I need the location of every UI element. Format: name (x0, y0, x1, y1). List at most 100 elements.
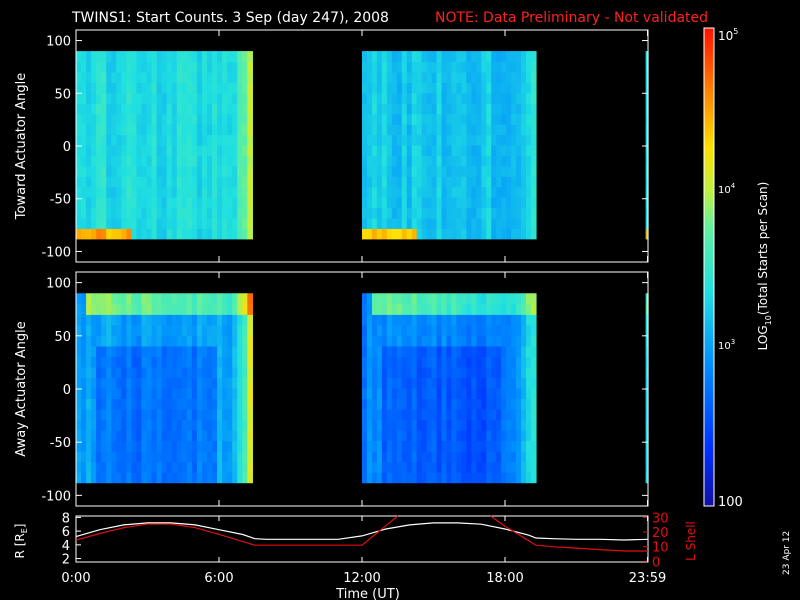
heatmap-cell (156, 71, 163, 83)
heatmap-cell (171, 217, 178, 229)
heatmap-cell (116, 461, 122, 473)
heatmap-cell (426, 186, 433, 198)
heatmap-cell (131, 335, 138, 347)
heatmap-cell (461, 408, 467, 421)
heatmap-cell (242, 398, 248, 410)
heatmap-cell (481, 217, 487, 229)
heatmap-cell (486, 335, 492, 347)
heatmap-cell (237, 155, 243, 167)
heatmap-cell (141, 387, 148, 400)
heatmap-cell (131, 398, 138, 410)
heatmap-cell (516, 155, 522, 167)
heatmap-cell (217, 134, 223, 146)
heatmap-cell (486, 293, 492, 305)
heatmap-cell (232, 440, 238, 452)
heatmap-cell (237, 419, 243, 431)
heatmap-cell (645, 419, 648, 431)
heatmap-cell (486, 92, 492, 104)
heatmap-cell (411, 314, 418, 326)
heatmap-cell (191, 228, 198, 240)
y-tick-label: 0 (63, 383, 71, 398)
heatmap-cell (381, 314, 388, 326)
heatmap-cell (131, 472, 138, 484)
heatmap-cell (406, 335, 413, 347)
heatmap-cell (237, 387, 243, 400)
heatmap-cell (446, 293, 453, 305)
heatmap-cell (511, 440, 517, 452)
heatmap-cell (141, 103, 148, 115)
heatmap-cell (362, 124, 368, 136)
heatmap-cell (201, 440, 208, 452)
heatmap-cell (161, 451, 168, 463)
heatmap-cell (136, 387, 143, 400)
heatmap-cell (526, 92, 532, 104)
heatmap-cell (181, 430, 188, 442)
heatmap-cell (366, 113, 373, 125)
heatmap-cell (212, 155, 218, 167)
heatmap-cell (121, 176, 127, 188)
heatmap-cell (212, 103, 218, 115)
heatmap-cell (491, 61, 497, 73)
heatmap-cell (386, 293, 393, 305)
heatmap-cell (496, 144, 502, 156)
heatmap-cell (81, 92, 87, 104)
heatmap-cell (166, 61, 173, 73)
heatmap-cell (421, 197, 428, 209)
heatmap-cell (166, 377, 173, 389)
heatmap-cell (217, 217, 223, 229)
heatmap-cell (516, 324, 522, 336)
heatmap-cell (366, 451, 373, 463)
heatmap-cell (131, 71, 138, 83)
heatmap-cell (242, 430, 248, 442)
heatmap-cell (91, 324, 97, 336)
heatmap-cell (451, 176, 458, 188)
heatmap-cell (451, 155, 458, 167)
heatmap-cell (466, 387, 472, 400)
heatmap-cell (451, 356, 458, 368)
heatmap-cell (166, 451, 173, 463)
heatmap-cell (511, 366, 517, 379)
heatmap-cell (151, 324, 158, 336)
heatmap-cell (366, 303, 373, 315)
heatmap-cell (436, 335, 443, 347)
heatmap-cell (196, 186, 203, 198)
heatmap-cell (86, 155, 92, 167)
heatmap-cell (141, 124, 148, 136)
heatmap-cell (476, 165, 482, 177)
heatmap-cell (201, 387, 208, 400)
heatmap-cell (81, 451, 87, 463)
heatmap-cell (421, 366, 428, 379)
heatmap-cell (171, 472, 178, 484)
heatmap-cell (366, 144, 373, 156)
heatmap-cell (111, 155, 117, 167)
heatmap-cell (247, 356, 253, 368)
heatmap-cell (76, 356, 82, 368)
heatmap-cell (217, 472, 223, 484)
heatmap-cell (186, 398, 193, 410)
heatmap-cell (416, 387, 423, 400)
heatmap-cell (451, 303, 458, 315)
heatmap-cell (506, 144, 512, 156)
heatmap-cell (506, 430, 512, 442)
heatmap-cell (501, 335, 507, 347)
heatmap-cell (146, 398, 153, 410)
heatmap-cell (461, 103, 467, 115)
heatmap-cell (476, 472, 482, 484)
heatmap-cell (227, 176, 233, 188)
heatmap-cell (401, 155, 408, 167)
heatmap-cell (111, 356, 117, 368)
heatmap-cell (521, 92, 527, 104)
heatmap-cell (386, 82, 393, 94)
heatmap-cell (366, 430, 373, 442)
heatmap-cell (501, 440, 507, 452)
heatmap-cell (222, 408, 228, 421)
heatmap-cell (146, 71, 153, 83)
heatmap-cell (451, 144, 458, 156)
heatmap-cell (181, 228, 188, 240)
heatmap-cell (212, 440, 218, 452)
heatmap-cell (531, 408, 537, 421)
heatmap-cell (111, 440, 117, 452)
heatmap-cell (521, 419, 527, 431)
heatmap-cell (396, 228, 403, 240)
